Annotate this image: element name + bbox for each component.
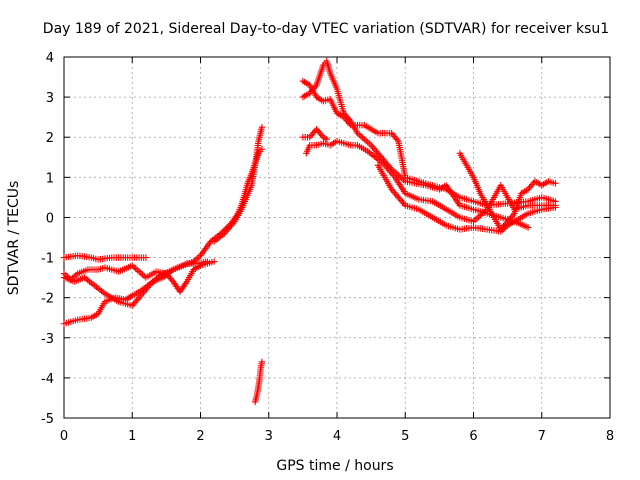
data-marks bbox=[60, 57, 559, 406]
data-point bbox=[210, 258, 218, 265]
data-point bbox=[258, 358, 266, 366]
chart-title: Day 189 of 2021, Sidereal Day-to-day VTE… bbox=[43, 21, 609, 37]
x-axis-ticks: 0 1 2 3 4 5 6 7 8 bbox=[60, 57, 614, 444]
x-tick-label: 4 bbox=[333, 429, 341, 444]
y-tick-label: -5 bbox=[41, 412, 54, 427]
y-tick-label: -3 bbox=[41, 332, 54, 347]
x-tick-label: 1 bbox=[128, 429, 136, 444]
data-point bbox=[552, 180, 559, 187]
data-point bbox=[552, 204, 559, 211]
data-point bbox=[258, 123, 266, 131]
x-tick-label: 5 bbox=[401, 429, 409, 444]
series-arc-6 bbox=[251, 358, 266, 406]
series-arc-12 bbox=[456, 150, 559, 233]
data-point bbox=[323, 136, 330, 143]
x-tick-label: 7 bbox=[538, 429, 546, 444]
x-tick-label: 8 bbox=[606, 429, 614, 444]
y-tick-label: -2 bbox=[41, 292, 54, 307]
y-tick-label: 3 bbox=[46, 91, 54, 106]
series-arc-5 bbox=[210, 123, 266, 245]
grid-lines bbox=[64, 57, 610, 418]
series-arc-8 bbox=[299, 126, 330, 143]
data-point bbox=[142, 254, 150, 261]
data-point bbox=[258, 146, 266, 153]
y-tick-label: 4 bbox=[46, 51, 54, 66]
y-tick-label: 1 bbox=[46, 171, 54, 186]
x-tick-label: 3 bbox=[265, 429, 273, 444]
y-tick-label: -4 bbox=[41, 372, 54, 387]
data-point bbox=[552, 198, 559, 205]
x-tick-label: 2 bbox=[196, 429, 204, 444]
data-point bbox=[204, 258, 211, 265]
data-point bbox=[524, 224, 532, 231]
y-tick-label: -1 bbox=[41, 252, 54, 267]
y-tick-label: 0 bbox=[46, 211, 54, 226]
x-axis-label: GPS time / hours bbox=[276, 458, 393, 474]
x-tick-label: 0 bbox=[60, 429, 68, 444]
y-tick-label: 2 bbox=[46, 131, 54, 146]
series-arc-1 bbox=[60, 252, 150, 263]
y-axis-label: SDTVAR / TECUs bbox=[6, 181, 22, 296]
y-axis-ticks: -5 -4 -3 -2 -1 0 1 2 3 4 bbox=[41, 51, 610, 427]
x-tick-label: 6 bbox=[469, 429, 477, 444]
